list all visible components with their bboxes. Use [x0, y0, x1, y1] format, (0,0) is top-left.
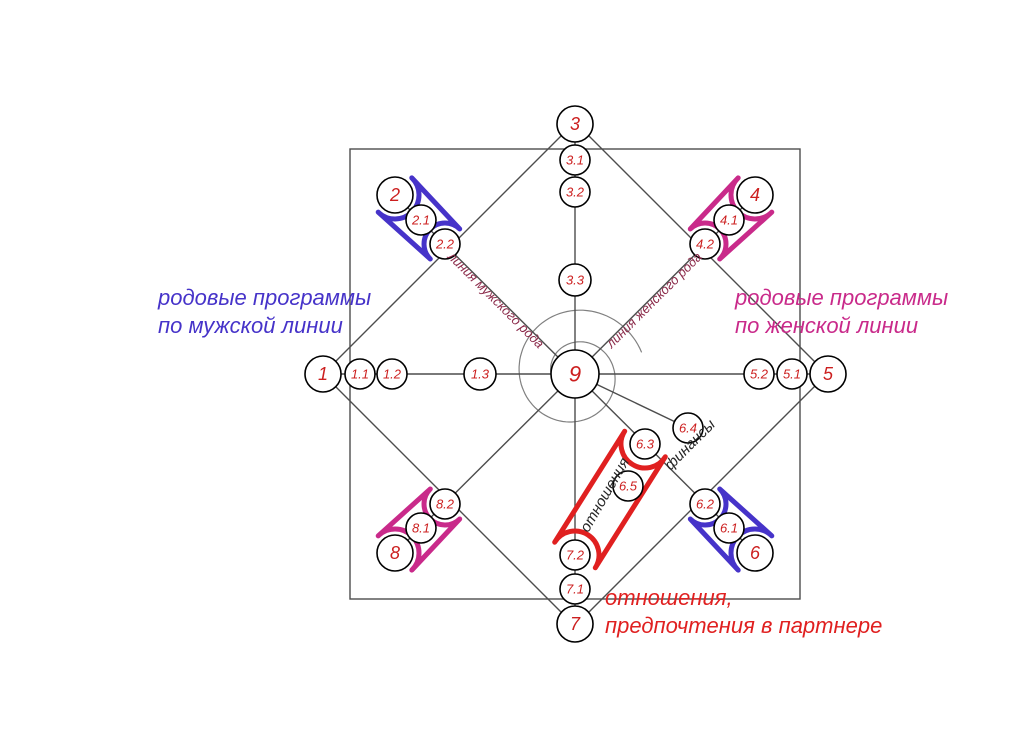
node-n51: 5.1 — [777, 359, 807, 389]
node-n32: 3.2 — [560, 177, 590, 207]
node-n21-label: 2.1 — [411, 213, 430, 228]
node-n32-label: 3.2 — [566, 185, 585, 200]
node-n33: 3.3 — [559, 264, 591, 296]
node-n4: 4 — [737, 177, 773, 213]
node-n31-label: 3.1 — [566, 153, 584, 168]
node-n13: 1.3 — [464, 358, 496, 390]
node-n5-label: 5 — [823, 364, 834, 384]
diagram-canvas: 9 1 1.1 1.2 1.3 5 5.1 5.2 3 3.1 3.2 3.3 7 7.1 7.2 2 2.1 2… — [0, 0, 1024, 737]
node-n82-label: 8.2 — [436, 497, 455, 512]
node-layer: 9 1 1.1 1.2 1.3 5 5.1 5.2 3 3.1 3.2 3.3 7 7.1 7.2 2 2.1 2… — [305, 106, 846, 642]
node-n11: 1.1 — [345, 359, 375, 389]
node-n7-label: 7 — [570, 614, 581, 634]
node-n51-label: 5.1 — [783, 367, 801, 382]
node-n61-label: 6.1 — [720, 521, 738, 536]
node-n71-label: 7.1 — [566, 582, 584, 597]
node-n41-label: 4.1 — [720, 213, 738, 228]
male-programs-label-line-0: родовые программы — [157, 285, 371, 310]
female-programs-label-line-0: родовые программы — [734, 285, 948, 310]
node-n7: 7 — [557, 606, 593, 642]
node-n2-label: 2 — [389, 185, 400, 205]
node-n62-label: 6.2 — [696, 497, 715, 512]
node-n81-label: 8.1 — [412, 521, 430, 536]
node-n42-label: 4.2 — [696, 237, 715, 252]
node-n4-label: 4 — [750, 185, 760, 205]
node-n61: 6.1 — [714, 513, 744, 543]
node-n2: 2 — [377, 177, 413, 213]
node-n72-label: 7.2 — [566, 548, 585, 563]
node-n63-label: 6.3 — [636, 437, 655, 452]
node-n33-label: 3.3 — [566, 273, 585, 288]
node-n8: 8 — [377, 535, 413, 571]
node-n11-label: 1.1 — [351, 367, 369, 382]
relations-label-line-1: предпочтения в партнере — [605, 613, 882, 638]
node-c9: 9 — [551, 350, 599, 398]
node-n12-label: 1.2 — [383, 367, 402, 382]
relations-label-line-0: отношения, — [605, 585, 733, 610]
node-n31: 3.1 — [560, 145, 590, 175]
node-n3: 3 — [557, 106, 593, 142]
node-n63: 6.3 — [630, 429, 660, 459]
node-n82: 8.2 — [430, 489, 460, 519]
node-n71: 7.1 — [560, 574, 590, 604]
male-programs-label-line-1: по мужской линии — [158, 313, 343, 338]
node-n21: 2.1 — [406, 205, 436, 235]
female-programs-label-line-1: по женской линии — [735, 313, 918, 338]
node-n13-label: 1.3 — [471, 367, 490, 382]
node-n52-label: 5.2 — [750, 367, 769, 382]
node-n8-label: 8 — [390, 543, 400, 563]
node-n6: 6 — [737, 535, 773, 571]
node-n1: 1 — [305, 356, 341, 392]
node-n72: 7.2 — [560, 540, 590, 570]
node-n62: 6.2 — [690, 489, 720, 519]
node-n5: 5 — [810, 356, 846, 392]
node-n6-label: 6 — [750, 543, 761, 563]
node-n22-label: 2.2 — [435, 237, 455, 252]
node-n12: 1.2 — [377, 359, 407, 389]
node-n3-label: 3 — [570, 114, 580, 134]
node-n1-label: 1 — [318, 364, 328, 384]
node-c9-label: 9 — [569, 362, 581, 387]
node-n81: 8.1 — [406, 513, 436, 543]
node-n41: 4.1 — [714, 205, 744, 235]
node-n52: 5.2 — [744, 359, 774, 389]
